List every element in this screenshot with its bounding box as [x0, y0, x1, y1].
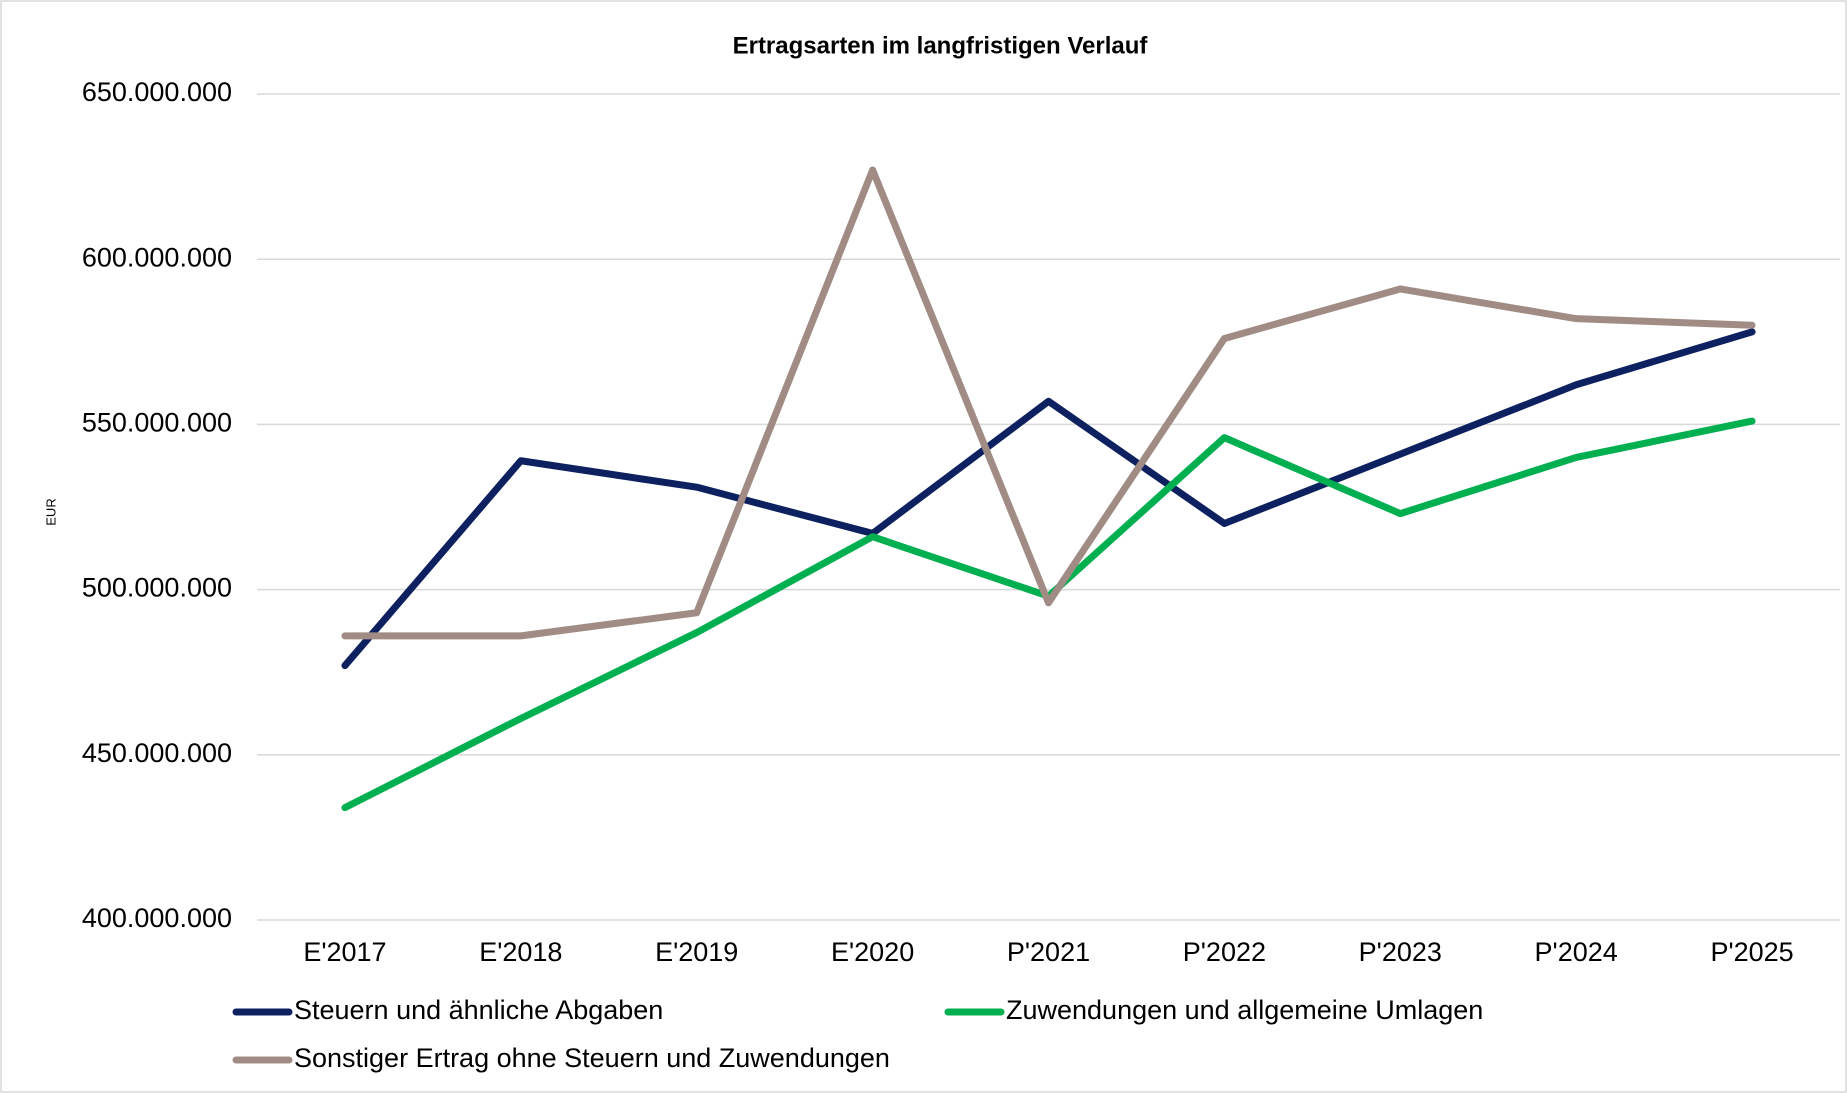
y-axis-label: EUR — [43, 498, 58, 525]
x-tick-label: E'2018 — [479, 937, 562, 967]
y-tick-label: 600.000.000 — [82, 242, 232, 272]
series-line — [341, 328, 1756, 670]
x-tick-label: P'2023 — [1359, 937, 1442, 967]
y-tick-label: 550.000.000 — [82, 408, 232, 438]
x-tick-label: E'2019 — [655, 937, 738, 967]
series-line — [341, 166, 1756, 640]
legend-label: Steuern und ähnliche Abgaben — [294, 995, 663, 1025]
legend-label: Sonstiger Ertrag ohne Steuern und Zuwend… — [294, 1043, 890, 1073]
y-tick-label: 450.000.000 — [82, 738, 232, 768]
x-tick-label: P'2024 — [1535, 937, 1618, 967]
x-tick-label: P'2022 — [1183, 937, 1266, 967]
y-tick-label: 650.000.000 — [82, 77, 232, 107]
y-tick-label: 500.000.000 — [82, 573, 232, 603]
x-tick-label: P'2025 — [1710, 937, 1793, 967]
legend-label: Zuwendungen und allgemeine Umlagen — [1006, 995, 1483, 1025]
x-tick-label: P'2021 — [1007, 937, 1090, 967]
y-tick-label: 400.000.000 — [82, 903, 232, 933]
chart-title: Ertragsarten im langfristigen Verlauf — [733, 32, 1149, 59]
x-tick-label: E'2020 — [831, 937, 914, 967]
x-tick-label: E'2017 — [303, 937, 386, 967]
